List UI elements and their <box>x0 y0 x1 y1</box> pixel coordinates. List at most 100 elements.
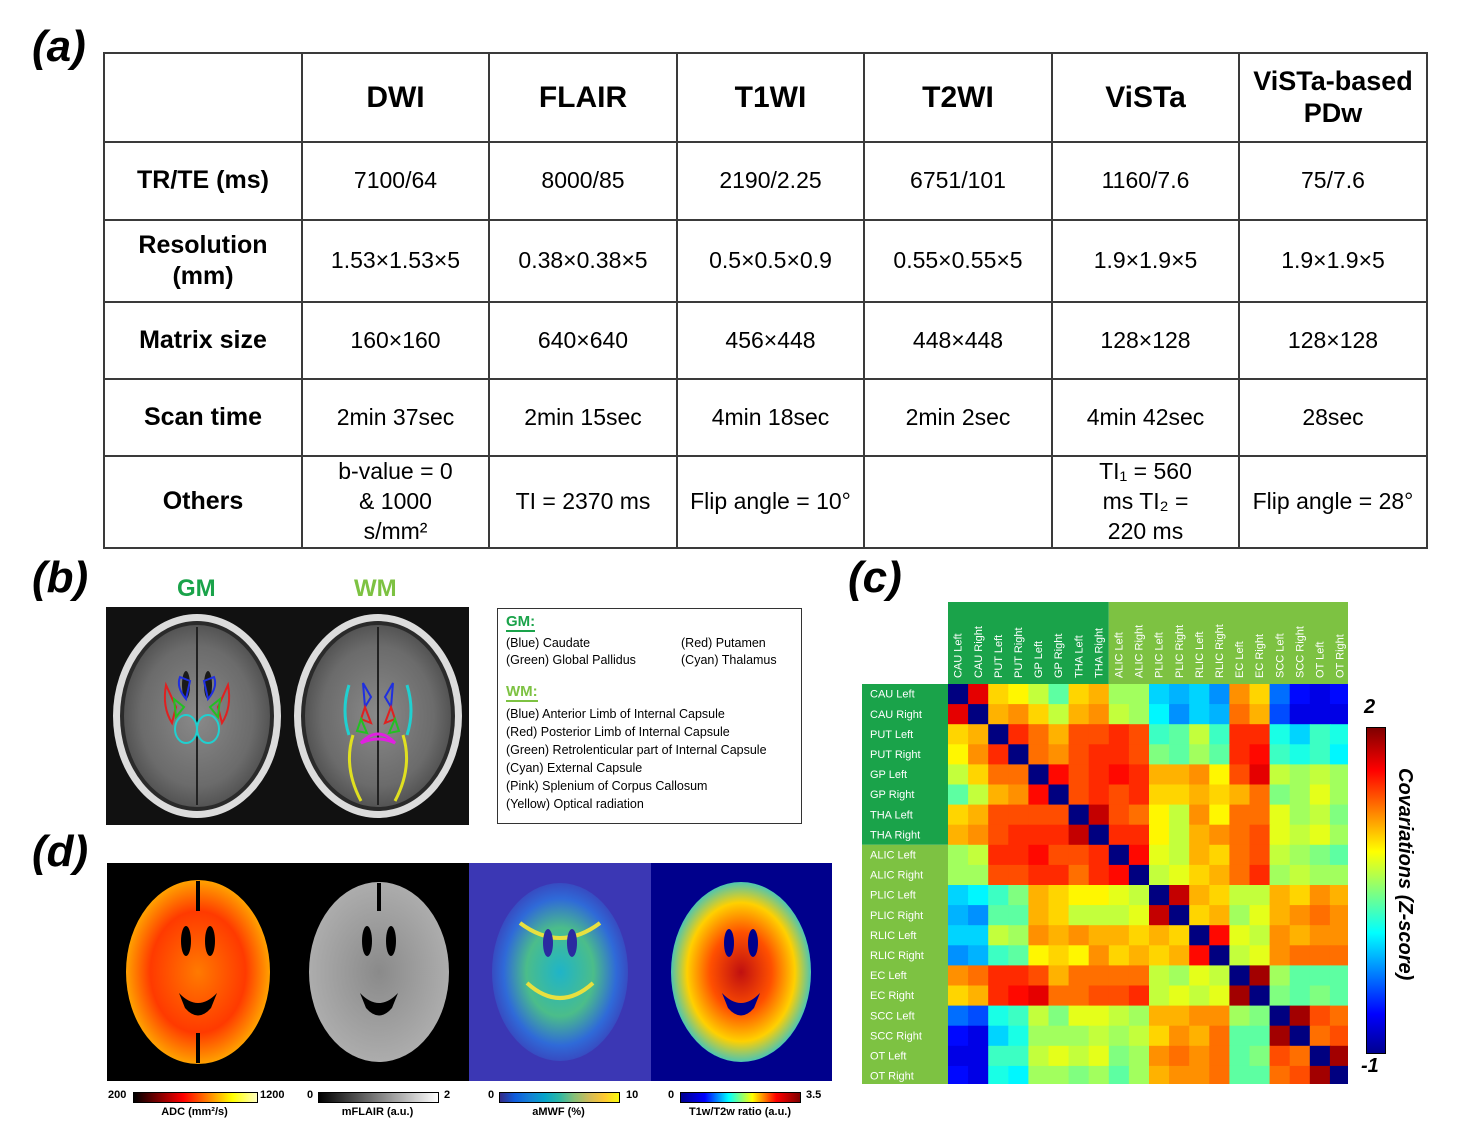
heatmap-cell <box>1229 804 1251 826</box>
heatmap-cell <box>1028 885 1050 906</box>
heatmap-cell <box>1128 744 1150 765</box>
table-cell: Flip angle = 28° <box>1238 455 1428 549</box>
heatmap-cell <box>1269 1005 1291 1027</box>
heatmap-cell <box>1289 824 1311 846</box>
heatmap-cell <box>1128 905 1150 926</box>
legend-item: (Red) Putamen <box>681 636 766 650</box>
heatmap-cell <box>1209 864 1230 886</box>
panel-label-a: (a) <box>32 22 86 71</box>
adc-map <box>126 880 270 1064</box>
heatmap-cell <box>1169 844 1190 866</box>
table-header-row: DWI FLAIR T1WI T2WI ViSTa ViSTa-based PD… <box>103 52 1428 143</box>
heatmap-cell <box>1309 804 1331 826</box>
column-label: RLIC Left <box>1194 632 1206 678</box>
heatmap-cell <box>1108 985 1130 1007</box>
heatmap-cell <box>1088 704 1110 725</box>
column-label: PLIC Left <box>1154 632 1166 678</box>
table-cell: 640×640 <box>488 301 678 380</box>
heatmap-cell <box>1229 925 1251 946</box>
adc-colorbar-min: 200 <box>108 1089 127 1101</box>
heatmap-cell <box>1008 905 1029 926</box>
heatmap-cell <box>948 965 969 987</box>
heatmap-cell <box>988 704 1009 725</box>
heatmap-cell <box>1108 744 1130 765</box>
heatmap-cell <box>1008 844 1029 866</box>
heatmap-cell <box>988 864 1009 886</box>
heatmap-cell <box>1128 1025 1150 1047</box>
column-label: GP Right <box>1053 634 1065 678</box>
heatmap-cell <box>948 844 969 866</box>
heatmap-cell <box>1289 1065 1311 1084</box>
heatmap-cell <box>1068 1005 1090 1027</box>
row-label: ALIC Left <box>870 849 916 861</box>
heatmap-cell <box>1169 985 1190 1007</box>
colorbar-title: Covariations (Z-score) <box>1394 768 1416 981</box>
heatmap-cell <box>1028 1045 1050 1067</box>
heatmap-cell <box>1269 804 1291 826</box>
heatmap-cell <box>1269 744 1291 765</box>
heatmap-cell <box>1249 704 1271 725</box>
heatmap-cell <box>1329 844 1348 866</box>
heatmap-cell <box>1269 985 1291 1007</box>
heatmap-cell <box>1149 985 1170 1007</box>
row-label: THA Left <box>870 809 913 821</box>
adc-colorbar-title: ADC (mm²/s) <box>161 1106 228 1118</box>
heatmap-cell <box>1048 905 1070 926</box>
heatmap-cell <box>948 1025 969 1047</box>
heatmap-cell <box>1008 764 1029 786</box>
heatmap-cell <box>1309 985 1331 1007</box>
heatmap-cell <box>1189 965 1210 987</box>
row-label: SCC Left <box>870 1010 915 1022</box>
column-label: SCC Left <box>1274 633 1286 678</box>
heatmap-cell <box>1309 764 1331 786</box>
acquisition-parameters-table: DWI FLAIR T1WI T2WI ViSTa ViSTa-based PD… <box>103 52 1428 549</box>
heatmap-cell <box>1169 764 1190 786</box>
heatmap-cell <box>948 905 969 926</box>
heatmap-cell <box>1329 764 1348 786</box>
column-label: OT Left <box>1314 642 1326 678</box>
heatmap-cell <box>1209 784 1230 806</box>
heatmap-cell <box>968 1045 989 1067</box>
heatmap-cell <box>1209 744 1230 765</box>
heatmap-cell <box>988 1025 1009 1047</box>
header-cell-empty <box>103 52 303 143</box>
heatmap-cell <box>948 1065 969 1084</box>
row-header: Matrix size <box>103 301 303 380</box>
heatmap-cell <box>1169 864 1190 886</box>
heatmap-cell <box>1088 784 1110 806</box>
row-label: EC Left <box>870 970 907 982</box>
heatmap-cell <box>1229 1065 1251 1084</box>
table-cell: 8000/85 <box>488 141 678 221</box>
heatmap-cell <box>1229 744 1251 765</box>
heatmap-cell <box>1048 684 1070 705</box>
row-label: CAU Right <box>870 709 922 721</box>
heatmap-cell <box>1329 804 1348 826</box>
heatmap-cell <box>1209 965 1230 987</box>
heatmap-cell <box>1068 985 1090 1007</box>
heatmap-cell <box>1108 844 1130 866</box>
legend-gm-heading: GM: <box>506 613 536 632</box>
heatmap-cell <box>1088 724 1110 745</box>
heatmap-cell <box>1169 744 1190 765</box>
heatmap-cell <box>1149 885 1170 906</box>
heatmap-cell <box>1108 864 1130 886</box>
amwf-colorbar-max: 10 <box>626 1089 639 1101</box>
heatmap-cell <box>1309 844 1331 866</box>
heatmap-cell <box>1149 864 1170 886</box>
column-label: EC Right <box>1254 634 1266 678</box>
heatmap-cell <box>948 804 969 826</box>
heatmap-cell <box>1149 744 1170 765</box>
heatmap-cell <box>1149 704 1170 725</box>
heatmap-cell <box>1048 764 1070 786</box>
heatmap-cell <box>1088 804 1110 826</box>
heatmap-cell <box>1209 945 1230 966</box>
heatmap-cell <box>1289 1025 1311 1047</box>
heatmap-cell <box>1189 905 1210 926</box>
heatmap-cell <box>1249 1005 1271 1027</box>
heatmap-cell <box>1128 885 1150 906</box>
heatmap-cell <box>1149 965 1170 987</box>
table-cell: 2190/2.25 <box>676 141 865 221</box>
amwf-colorbar-title: aMWF (%) <box>532 1106 585 1118</box>
heatmap-cell <box>1169 965 1190 987</box>
heatmap-cell <box>1169 684 1190 705</box>
